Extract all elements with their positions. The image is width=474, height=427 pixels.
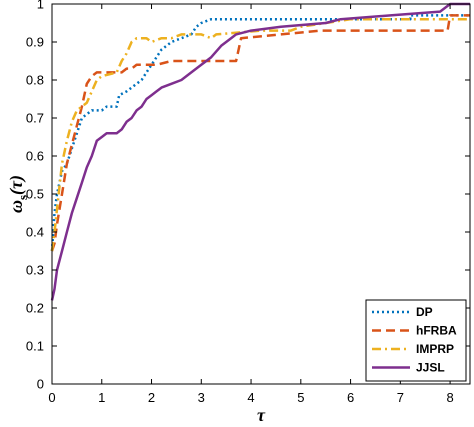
y-axis-label-subscript: s bbox=[15, 195, 30, 200]
y-tick-label: 0.8 bbox=[26, 73, 44, 88]
series-layer bbox=[50, 2, 470, 301]
y-tick-label: 0.6 bbox=[26, 149, 44, 164]
y-axis-label-main: ω bbox=[6, 200, 26, 213]
x-tick-label: 3 bbox=[198, 390, 205, 405]
y-tick-label: 1 bbox=[37, 0, 44, 12]
x-tick-label: 6 bbox=[347, 390, 354, 405]
x-tick-label: 5 bbox=[297, 390, 304, 405]
series-line-hfrba bbox=[50, 14, 470, 252]
y-axis-label-argument: (τ) bbox=[6, 175, 27, 195]
x-tick-label: 7 bbox=[397, 390, 404, 405]
y-tick-label: 0.9 bbox=[26, 35, 44, 50]
x-tick-label: 0 bbox=[48, 390, 55, 405]
y-tick-label: 0.3 bbox=[26, 263, 44, 278]
y-tick-label: 0.1 bbox=[26, 339, 44, 354]
legend-label-jjsl: JJSL bbox=[416, 361, 445, 375]
x-tick-label: 8 bbox=[446, 390, 453, 405]
x-tick-label: 1 bbox=[98, 390, 105, 405]
legend-label-dp: DP bbox=[416, 305, 433, 319]
x-axis-ticks: 0 1 2 3 4 5 6 7 8 bbox=[48, 4, 454, 405]
series-line-imprp bbox=[50, 17, 470, 252]
legend-label-hfrba: hFRBA bbox=[416, 324, 457, 338]
x-axis-label: τ bbox=[257, 405, 266, 425]
legend: DP hFRBA IMPRP JJSL bbox=[365, 299, 467, 382]
x-tick-label: 4 bbox=[247, 390, 254, 405]
y-tick-label: 0.4 bbox=[26, 225, 44, 240]
y-axis-ticks: 0 0.1 0.2 0.3 0.4 0.5 0.6 0.7 0.8 0.9 1 bbox=[26, 0, 470, 392]
y-axis-label: ωs(τ) bbox=[6, 175, 30, 213]
y-tick-label: 0.5 bbox=[26, 187, 44, 202]
series-line-jjsl bbox=[50, 2, 470, 301]
x-tick-label: 2 bbox=[148, 390, 155, 405]
legend-label-imprp: IMPRP bbox=[416, 342, 454, 356]
y-tick-label: 0 bbox=[37, 377, 44, 392]
y-tick-label: 0.2 bbox=[26, 301, 44, 316]
y-tick-label: 0.7 bbox=[26, 111, 44, 126]
